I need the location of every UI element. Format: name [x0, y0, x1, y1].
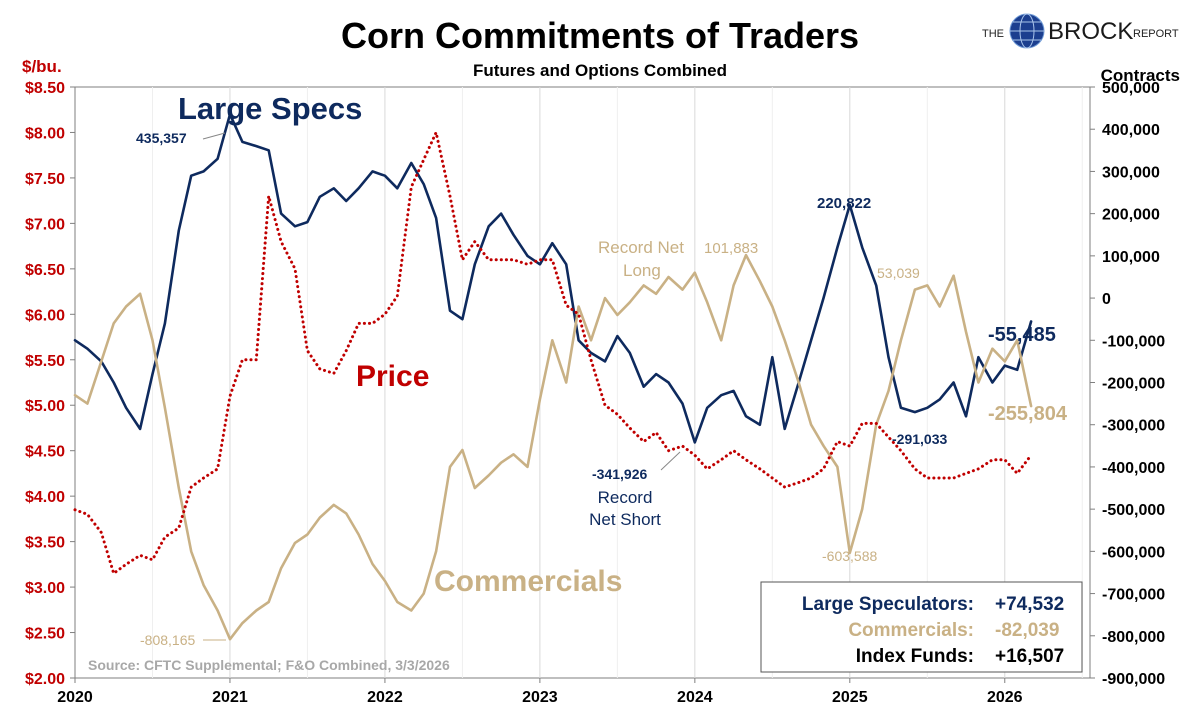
annotation-commercials-current: -255,804 — [988, 403, 1068, 425]
left-tick-label: $3.50 — [25, 535, 65, 552]
right-tick-label: 300,000 — [1102, 164, 1160, 181]
x-tick-label: 2026 — [987, 689, 1023, 706]
logo-name: BROCK — [1048, 18, 1133, 45]
annotation-commercials-label: Commercials — [434, 565, 622, 598]
annotation-record-net-long-2: Long — [623, 261, 661, 280]
right-axis-label: Contracts — [1101, 66, 1180, 85]
annotation-large-specs-2025-peak: 220,822 — [817, 195, 871, 212]
left-tick-label: $7.00 — [25, 216, 65, 233]
left-tick-label: $4.00 — [25, 489, 65, 506]
series-commercials — [73, 253, 1033, 641]
left-tick-label: $8.50 — [25, 80, 65, 97]
annotation-record-net-long-value: 101,883 — [704, 240, 758, 257]
right-tick-label: -700,000 — [1102, 587, 1165, 604]
series-lines — [73, 113, 1033, 641]
legend-large-speculators-label: Large Speculators: — [802, 594, 974, 615]
left-tick-label: $2.50 — [25, 626, 65, 643]
right-tick-label: -600,000 — [1102, 544, 1165, 561]
legend-commercials-label: Commercials: — [848, 620, 974, 641]
chart-subtitle: Futures and Options Combined — [473, 61, 727, 80]
annotation-large-specs-2025-low: -291,033 — [892, 431, 947, 447]
left-tick-label: $5.00 — [25, 398, 65, 415]
series-price — [73, 131, 1033, 575]
legend-large-speculators-value: +74,532 — [995, 594, 1064, 615]
left-tick-label: $4.50 — [25, 444, 65, 461]
right-tick-label: 0 — [1102, 291, 1111, 308]
legend-commercials-value: -82,039 — [995, 620, 1059, 641]
left-tick-label: $6.00 — [25, 307, 65, 324]
x-tick-label: 2024 — [677, 689, 713, 706]
right-tick-label: -500,000 — [1102, 502, 1165, 519]
right-tick-label: 100,000 — [1102, 249, 1160, 266]
gridlines — [74, 86, 1091, 679]
logo-suffix: REPORT — [1133, 28, 1179, 40]
legend-index-funds-label: Index Funds: — [856, 646, 974, 667]
annotation-commercials-2025-low: -603,588 — [822, 548, 877, 564]
right-axis-ticks: 500,000 400,000 300,000 200,000 100,000 0 -100… — [1090, 80, 1165, 688]
x-tick-label: 2020 — [57, 689, 93, 706]
x-axis-ticks: 2020 2021 2022 2023 2024 2025 2026 — [57, 678, 1023, 706]
left-tick-label: $7.50 — [25, 171, 65, 188]
annotation-large-specs-peak: 435,357 — [136, 130, 187, 146]
annotation-large-specs-label: Large Specs — [178, 91, 362, 126]
annotation-record-net-short-value: -341,926 — [592, 466, 647, 482]
left-tick-label: $8.00 — [25, 125, 65, 142]
legend-box: Large Speculators: +74,532 Commercials: … — [760, 581, 1083, 673]
left-tick-label: $3.00 — [25, 580, 65, 597]
brock-report-logo: THE BROCK REPORT — [982, 13, 1179, 49]
right-tick-label: -800,000 — [1102, 629, 1165, 646]
right-tick-label: 400,000 — [1102, 122, 1160, 139]
annotations: Large Specs 435,357 Price Commercials -8… — [136, 91, 1068, 648]
annotation-large-specs-current: -55,485 — [988, 324, 1056, 346]
chart-title: Corn Commitments of Traders — [341, 15, 859, 56]
right-tick-label: -200,000 — [1102, 376, 1165, 393]
series-large-specs — [73, 113, 1033, 444]
annotation-record-net-short-2: Net Short — [589, 510, 661, 529]
x-tick-label: 2023 — [522, 689, 558, 706]
right-tick-label: 500,000 — [1102, 80, 1160, 97]
left-axis-label: $/bu. — [22, 57, 62, 76]
x-tick-label: 2022 — [367, 689, 403, 706]
x-tick-label: 2021 — [212, 689, 248, 706]
globe-icon — [1009, 13, 1045, 49]
left-axis-ticks: $8.50 $8.00 $7.50 $7.00 $6.50 $6.00 $5.50 $5.00… — [25, 80, 75, 688]
legend-index-funds-value: +16,507 — [995, 646, 1064, 667]
left-tick-label: $5.50 — [25, 353, 65, 370]
left-tick-label: $2.00 — [25, 671, 65, 688]
right-tick-label: -400,000 — [1102, 460, 1165, 477]
annotation-price-label: Price — [356, 360, 429, 393]
right-tick-label: -100,000 — [1102, 333, 1165, 350]
right-tick-label: 200,000 — [1102, 207, 1160, 224]
logo-prefix: THE — [982, 28, 1004, 40]
right-tick-label: -300,000 — [1102, 418, 1165, 435]
source-note: Source: CFTC Supplemental; F&O Combined,… — [88, 657, 450, 673]
x-tick-label: 2025 — [832, 689, 868, 706]
left-tick-label: $6.50 — [25, 262, 65, 279]
annotation-commercials-2025-peak: 53,039 — [877, 265, 920, 281]
annotation-record-net-long-1: Record Net — [598, 238, 684, 257]
right-tick-label: -900,000 — [1102, 671, 1165, 688]
annotation-commercials-low: -808,165 — [140, 632, 195, 648]
annotation-record-net-short-1: Record — [598, 488, 653, 507]
